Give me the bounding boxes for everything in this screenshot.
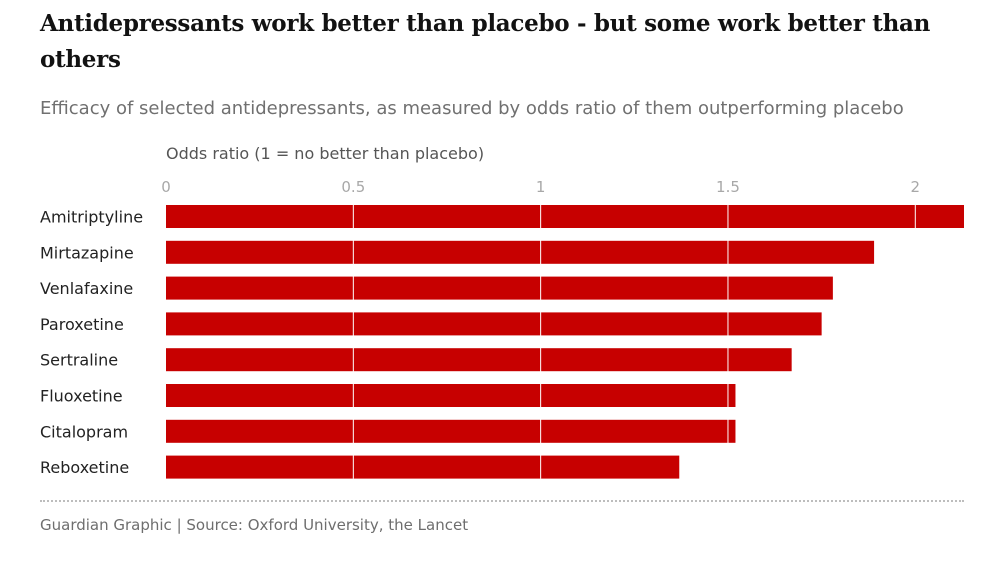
x-tick-label-0-5: 0.5	[341, 178, 365, 196]
chart-subtitle: Efficacy of selected antidepressants, as…	[40, 98, 904, 119]
bars-group	[166, 205, 964, 479]
category-label-paroxetine: Paroxetine	[40, 315, 124, 334]
x-axis-title: Odds ratio (1 = no better than placebo)	[166, 144, 485, 163]
category-label-sertraline: Sertraline	[40, 351, 118, 370]
footer-divider	[40, 500, 964, 502]
x-tick-labels-group: 0 0.5 1 1.5 2	[161, 178, 920, 196]
x-tick-label-1: 1	[536, 178, 546, 196]
category-label-amitriptyline: Amitriptyline	[40, 208, 143, 227]
x-tick-label-2: 2	[911, 178, 921, 196]
category-label-reboxetine: Reboxetine	[40, 458, 129, 477]
bar-venlafaxine	[166, 276, 833, 300]
x-tick-label-0: 0	[161, 178, 171, 196]
bar-reboxetine	[166, 455, 680, 479]
category-label-venlafaxine: Venlafaxine	[40, 279, 133, 298]
bar-mirtazapine	[166, 240, 875, 264]
x-tick-label-1-5: 1.5	[716, 178, 740, 196]
bar-paroxetine	[166, 312, 822, 336]
gridlines-group	[352, 188, 916, 479]
category-label-mirtazapine: Mirtazapine	[40, 243, 134, 262]
bar-sertraline	[166, 348, 792, 372]
bar-amitriptyline	[166, 205, 964, 228]
bar-chart: 0 0.5 1 1.5 2 Amitriptyline Mirtazapine Venlaf…	[40, 178, 964, 479]
source-note: Guardian Graphic | Source: Oxford Univer…	[40, 516, 469, 534]
category-labels-group: Amitriptyline Mirtazapine Venlafaxine Parox…	[40, 208, 143, 478]
bar-fluoxetine	[166, 384, 736, 407]
chart-title: Antidepressants work better than placebo…	[40, 10, 931, 73]
category-label-fluoxetine: Fluoxetine	[40, 387, 123, 406]
bar-citalopram	[166, 419, 736, 443]
category-label-citalopram: Citalopram	[40, 422, 128, 441]
